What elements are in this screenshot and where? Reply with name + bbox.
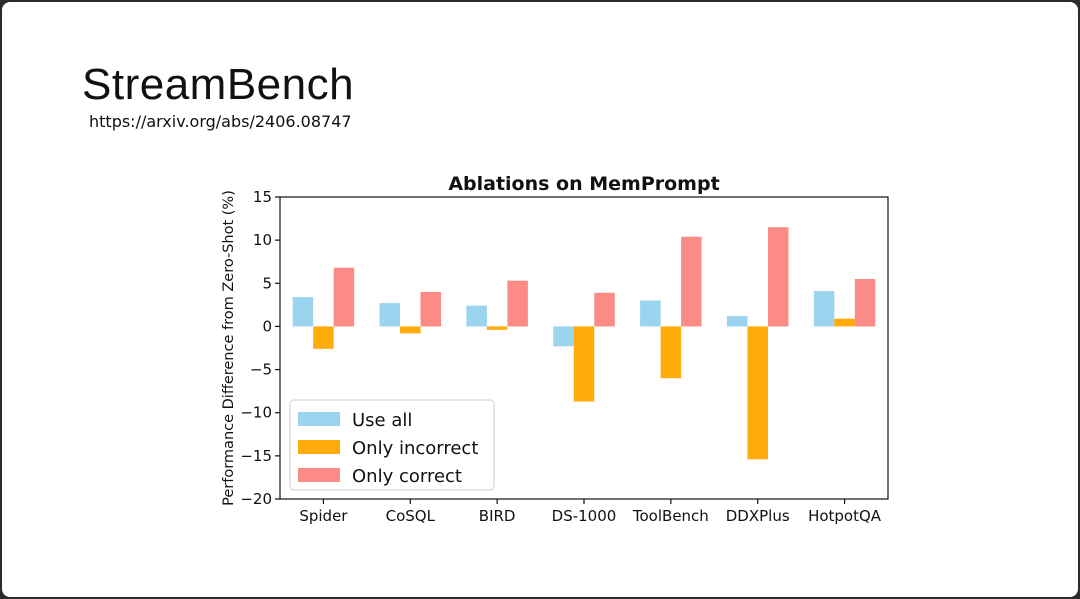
bar-cosql-only-correct <box>420 291 442 327</box>
bar-toolbench-use-all <box>640 300 661 327</box>
axes-group: 15 10 5 0 −5 −10 −15 −20 Spider CoSQL BIRD DS-1000 T… <box>240 188 889 525</box>
bar-ds-1000-use-all <box>553 326 574 347</box>
y-tick-label: −20 <box>240 490 272 508</box>
bar-ddxplus-only-correct <box>767 227 789 327</box>
legend-label: Use all <box>352 410 412 431</box>
bar-toolbench-only-incorrect <box>660 326 682 379</box>
x-tick-label: ToolBench <box>632 507 709 525</box>
bar-ds-1000-only-correct <box>594 292 615 327</box>
y-tick-label: −5 <box>250 361 272 379</box>
legend-label: Only correct <box>352 466 462 487</box>
bar-cosql-only-incorrect <box>400 326 421 334</box>
bar-hotpotqa-only-correct <box>854 278 876 327</box>
y-tick-label: −10 <box>240 404 272 422</box>
bars-group <box>292 227 876 460</box>
paper-link[interactable]: https://arxiv.org/abs/2406.08747 <box>89 112 352 131</box>
legend: Use all Only incorrect Only correct <box>289 399 495 491</box>
bar-spider-only-correct <box>333 267 355 327</box>
bar-cosql-use-all <box>379 303 401 327</box>
bar-bird-use-all <box>466 305 487 327</box>
bar-hotpotqa-only-incorrect <box>834 318 855 327</box>
legend-swatch <box>298 440 340 454</box>
bar-bird-only-correct <box>507 280 528 327</box>
x-tick-label: Spider <box>299 507 348 525</box>
x-tick-label: CoSQL <box>386 507 436 525</box>
x-tick-label: DDXPlus <box>726 507 790 525</box>
x-tick-label: BIRD <box>479 507 516 525</box>
legend-label: Only incorrect <box>352 438 478 459</box>
bar-bird-only-incorrect <box>486 326 508 330</box>
bar-ds-1000-only-incorrect <box>573 326 595 402</box>
x-tick-label: HotpotQA <box>808 507 882 525</box>
legend-box <box>289 399 495 491</box>
bar-toolbench-only-correct <box>681 236 702 327</box>
y-axis-label: Performance Difference from Zero-Shot (%… <box>221 190 237 506</box>
y-tick-label: 15 <box>253 188 272 206</box>
y-tick-label: 0 <box>262 317 272 335</box>
bar-spider-only-incorrect <box>313 326 334 349</box>
y-tick-label: 5 <box>262 274 272 292</box>
bar-ddxplus-use-all <box>726 316 748 327</box>
bar-hotpotqa-use-all <box>813 291 835 327</box>
legend-swatch <box>298 412 340 426</box>
chart-title: Ablations on MemPrompt <box>448 173 719 195</box>
slide-title: StreamBench <box>82 60 355 109</box>
bar-ddxplus-only-incorrect <box>747 326 768 460</box>
legend-swatch <box>298 468 340 482</box>
y-tick-label: 10 <box>253 231 272 249</box>
x-tick-label: DS-1000 <box>552 507 617 525</box>
y-tick-label: −15 <box>240 447 272 465</box>
bar-spider-use-all <box>292 297 314 327</box>
